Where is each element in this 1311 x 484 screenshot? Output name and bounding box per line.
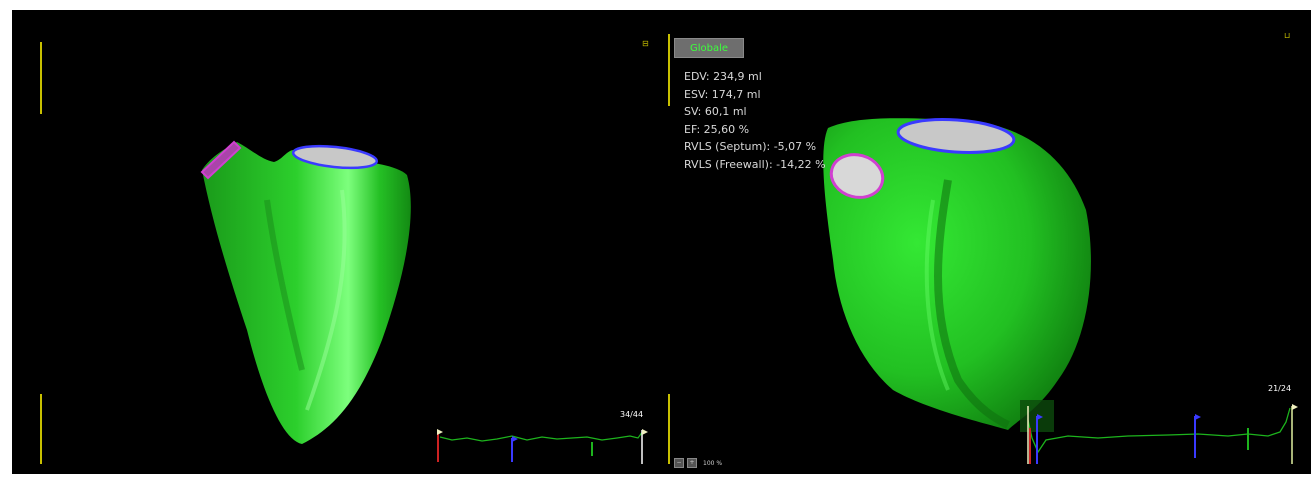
metric-esv: ESV174,7 ml: [684, 86, 826, 104]
viewer-3d[interactable]: ⊟ 34/44: [12, 10, 1311, 474]
metric-rvls-freewall: RVLS (Freewall)-14,22 %: [684, 156, 826, 174]
right-heart-model[interactable]: [668, 10, 1311, 474]
maximize-icon[interactable]: ⊟: [642, 39, 649, 48]
valve-ring-magenta: [829, 153, 885, 199]
valve-ring-blue: [896, 118, 1016, 154]
center-bottom-marker: [668, 394, 670, 464]
frame-counter-right: 21/24: [1268, 384, 1292, 393]
maximize-icon[interactable]: ⊔: [1284, 31, 1291, 40]
left-heart-model[interactable]: [12, 10, 668, 474]
metric-sv: SV60,1 ml: [684, 103, 826, 121]
heart-surface-left: [202, 142, 411, 444]
right-viewport[interactable]: ⊔ 21/24: [668, 10, 1311, 474]
frame-counter-left: 34/44: [620, 410, 644, 419]
metric-edv: EDV234,9 ml: [684, 68, 826, 86]
zoom-in-icon[interactable]: +: [687, 458, 697, 468]
valve-ring-blue: [291, 144, 379, 170]
zoom-out-icon[interactable]: −: [674, 458, 684, 468]
left-viewport[interactable]: ⊟ 34/44: [12, 10, 668, 474]
metrics-panel: EDV234,9 ml ESV174,7 ml SV60,1 ml EF25,6…: [684, 68, 826, 173]
left-bottom-marker: [40, 394, 42, 464]
metric-ef: EF25,60 %: [684, 121, 826, 139]
center-top-marker: [668, 34, 670, 106]
heart-surface-right: [823, 118, 1091, 430]
metric-rvls-septum: RVLS (Septum)-5,07 %: [684, 138, 826, 156]
left-top-marker: [40, 42, 42, 114]
globale-button[interactable]: Globale: [674, 38, 744, 58]
zoom-control: − + 100 %: [674, 458, 722, 468]
valve-ring-magenta: [200, 140, 242, 180]
zoom-value: 100 %: [703, 459, 723, 467]
